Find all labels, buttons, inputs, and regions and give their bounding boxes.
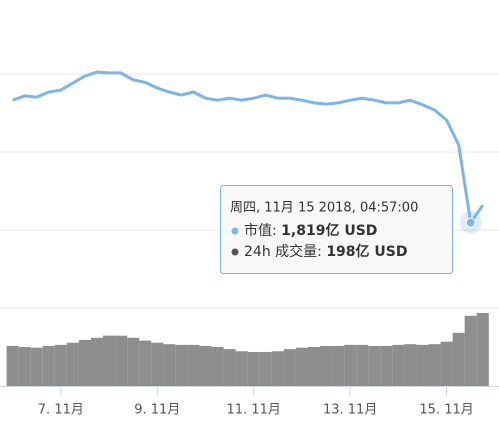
volume-bar [115,335,128,386]
volume-bar [127,337,140,386]
tooltip-row: 24h 成交量: 198亿 USD [244,243,407,260]
volume-bar [139,340,152,386]
volume-bar [78,339,91,386]
volume-bar [235,351,248,386]
tooltip-dot [231,248,239,256]
volume-bar [452,332,465,386]
volume-bar [332,345,345,386]
series-value: 1,819亿 USD [281,222,377,239]
volume-bar [404,344,417,386]
volume-bar [247,351,260,386]
volume-bar [66,342,79,386]
volume-bar [271,351,284,386]
volume-bar [163,344,176,386]
volume-bar [440,341,453,386]
volume-bar [356,344,369,386]
series-name: 24h 成交量 [244,243,317,260]
tooltip-row: 市值: 1,819亿 USD [244,222,377,239]
separator: : [317,244,326,260]
x-tick-label: 13. 11月 [323,403,377,418]
hover-point [465,217,476,228]
series-name: 市值 [244,222,272,239]
volume-bar [344,344,357,386]
volume-bar [54,344,67,386]
volume-bar [295,347,308,386]
tooltip-title: 周四, 11月 15 2018, 04:57:00 [230,201,418,216]
volume-bar [42,345,55,386]
volume-bar [103,335,116,386]
volume-bar [223,349,236,386]
series-value: 198亿 USD [326,243,407,260]
separator: : [272,223,281,239]
volume-bar [18,347,31,386]
volume-bar [211,347,224,386]
volume-bar [90,337,104,386]
volume-bar [416,344,429,386]
x-tick-label: 15. 11月 [419,403,473,418]
volume-bar [151,342,164,386]
volume-bar [476,312,489,386]
volume-bar [307,347,321,386]
x-tick-label: 11. 11月 [227,403,281,418]
tooltip: 周四, 11月 15 2018, 04:57:00 市值: 1,819亿 USD 2… [220,185,453,274]
volume-bar [6,345,19,386]
tooltip-dot [231,227,239,235]
x-tick-label: 7. 11月 [38,403,84,418]
volume-bar [464,315,477,386]
volume-bar [380,345,393,386]
price-line [12,70,485,225]
volume-bar [175,344,188,386]
volume-bar [428,344,441,386]
volume-bar [187,344,200,386]
volume-bar [259,351,272,386]
volume-bar [392,344,405,386]
volume-bar [283,349,296,386]
volume-bar [30,347,43,386]
tooltip-box [220,185,453,274]
volume-bar [199,345,212,386]
volume-bar [368,345,381,386]
volume-bar [320,345,333,386]
x-tick-label: 9. 11月 [134,403,180,418]
